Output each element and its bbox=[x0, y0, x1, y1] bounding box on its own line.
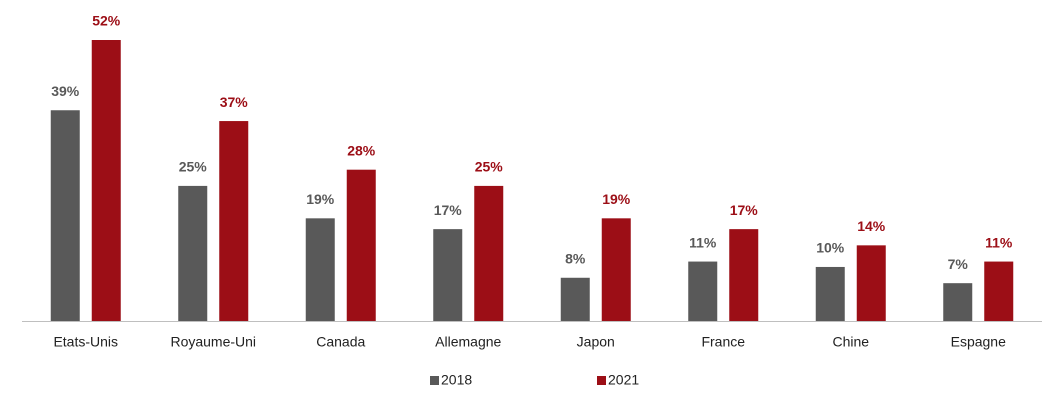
value-label: 19% bbox=[306, 191, 335, 207]
value-label: 25% bbox=[179, 159, 208, 175]
value-label: 19% bbox=[602, 191, 631, 207]
bar bbox=[305, 218, 335, 321]
value-label: 17% bbox=[730, 202, 759, 218]
bar bbox=[815, 266, 845, 321]
bar bbox=[178, 185, 208, 321]
bar bbox=[943, 283, 973, 321]
bar bbox=[433, 229, 463, 321]
x-tick-label: Espagne bbox=[951, 334, 1006, 350]
value-label: 52% bbox=[92, 13, 121, 29]
x-tick-label: Royaume-Uni bbox=[170, 334, 256, 350]
bar bbox=[984, 261, 1014, 321]
bar bbox=[688, 261, 718, 321]
legend-swatch bbox=[597, 376, 606, 385]
value-label: 28% bbox=[347, 142, 376, 158]
value-label: 37% bbox=[220, 94, 249, 110]
value-label: 39% bbox=[51, 83, 80, 99]
value-label: 7% bbox=[948, 256, 969, 272]
legend-label: 2018 bbox=[441, 372, 472, 388]
bar bbox=[474, 185, 504, 321]
bar bbox=[50, 110, 80, 321]
bar bbox=[346, 169, 376, 321]
bar bbox=[856, 245, 886, 321]
x-tick-label: Etats-Unis bbox=[53, 334, 118, 350]
x-tick-label: Chine bbox=[832, 334, 869, 350]
x-tick-label: Canada bbox=[316, 334, 365, 350]
value-label: 8% bbox=[565, 250, 586, 266]
value-label: 11% bbox=[985, 234, 1013, 250]
legend-label: 2021 bbox=[608, 372, 639, 388]
x-tick-label: Allemagne bbox=[435, 334, 501, 350]
value-label: 17% bbox=[434, 202, 463, 218]
bar bbox=[91, 40, 121, 321]
value-label: 14% bbox=[857, 218, 886, 234]
legend-swatch bbox=[430, 376, 439, 385]
x-tick-label: France bbox=[701, 334, 745, 350]
x-tick-label: Japon bbox=[577, 334, 615, 350]
bar bbox=[219, 121, 249, 321]
bar bbox=[601, 218, 631, 321]
bar bbox=[729, 229, 759, 321]
value-label: 10% bbox=[816, 240, 845, 256]
value-label: 11% bbox=[689, 234, 717, 250]
bar bbox=[560, 277, 590, 321]
value-label: 25% bbox=[475, 159, 504, 175]
